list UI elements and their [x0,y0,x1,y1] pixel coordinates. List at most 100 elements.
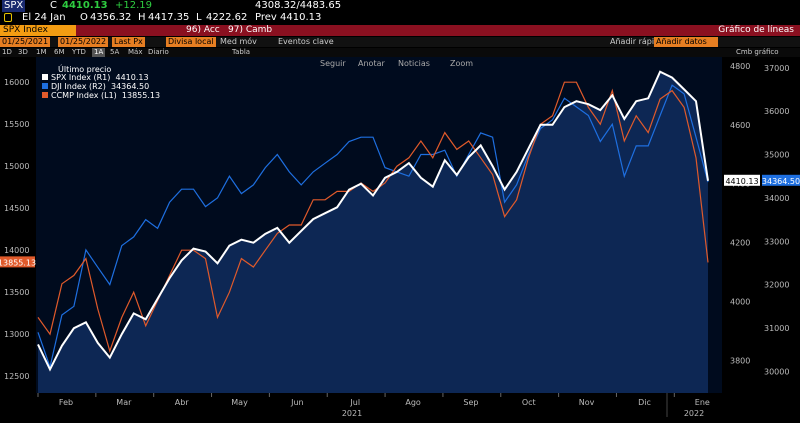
r1-axis-tick-label: 4200 [730,239,750,248]
x-axis-tick-label: Mar [116,398,132,407]
series-line-spx [37,70,709,372]
period-max[interactable]: Máx [128,48,143,56]
r1-axis-tick-label: 3800 [730,357,750,366]
spx-last-badge [724,174,760,186]
legend-spx: SPX Index (R1) 4410.13 [42,73,149,82]
annotate-button[interactable]: Anotar [358,59,385,68]
x-axis-tick-label: Feb [59,398,73,407]
legend-swatch-spx [42,74,48,80]
camb-menu[interactable]: 97) Camb [228,25,273,35]
x-axis-tick-label: May [231,398,248,407]
key-events-toggle[interactable]: Eventos clave [278,37,334,46]
currency-select[interactable]: Divisa local [166,37,216,47]
r2-axis-tick-label: 31000 [764,324,789,333]
x-axis-tick-label: Sep [463,398,478,407]
ccmp-last-label: 13855.13 [0,258,36,267]
legend-ccmp: CCMP Index (L1) 13855.13 [42,91,160,100]
left-axis-tick-label: 13500 [4,288,29,297]
period-5a[interactable]: 5A [110,48,120,56]
period-bar: 1D 3D 1M 6M YTD 1A 5A Máx Diario Tabla C… [0,48,800,57]
high-label: H [138,12,146,23]
legend-swatch-ccmp [42,92,48,98]
x-axis-tick-label: Jun [290,398,304,407]
chart-area[interactable]: 12500 13000 13500 14000 14500 15000 15500 16000… [0,57,800,419]
frequency-select[interactable]: Diario [148,48,169,56]
x-axis-tick-label: Dic [638,398,651,407]
legend-swatch-dji [42,83,48,89]
left-axis-tick-label: 15000 [4,162,29,171]
left-axis-tick-label: 15500 [4,120,29,129]
low-label: L [196,12,202,23]
end-date-input[interactable]: 01/25/2022 [58,37,109,47]
period-ytd[interactable]: YTD [72,48,86,56]
year-label-2022: 2022 [684,409,704,418]
period-1a[interactable]: 1A [92,48,106,57]
r1-axis-tick-label: 4000 [730,298,750,307]
r1-axis-tick-label: 4800 [730,62,750,71]
year-label-2021: 2021 [342,409,362,418]
x-axis-tick-label: Abr [175,398,190,407]
left-axis-tick-label: 14500 [4,204,29,213]
legend-dji-value: 34364.50 [110,82,150,91]
spx-last-label: 4410.13 [725,177,758,186]
legend-ccmp-name: CCMP Index (L1) [51,91,117,100]
day-range: 4308.32/4483.65 [255,0,342,11]
follow-button[interactable]: Seguir [320,59,346,68]
r1-axis-tick-label: 4600 [730,121,750,130]
index-input[interactable]: SPX Index [0,25,76,36]
legend-title: Último precio [58,65,112,74]
moving-average-toggle[interactable]: Med móv [220,37,257,46]
period-6m[interactable]: 6M [54,48,65,56]
table-button[interactable]: Tabla [232,48,251,56]
ticker-label[interactable]: SPX [2,0,26,12]
left-axis-tick-label: 12500 [4,372,29,381]
quote-header: SPX C 4410.13 +12.19 4308.32/4483.65 [0,0,800,12]
spx-area-fill [38,71,708,393]
left-axis-tick-label: 14000 [4,246,29,255]
period-1d[interactable]: 1D [2,48,12,56]
r2-axis-tick-label: 35000 [764,151,789,160]
r2-axis-tick-label: 33000 [764,237,789,246]
function-bar: SPX Index 96) Acc 97) Camb Gráfico de lí… [0,25,800,36]
prev-value: 4410.13 [280,12,322,23]
series-line-dji [37,84,709,370]
last-price: 4410.13 [62,0,108,11]
r2-axis-tick-label: 32000 [764,281,789,290]
low-value: 4222.62 [206,12,248,23]
legend-spx-value: 4410.13 [115,73,149,82]
x-axis-tick-label: Ago [405,398,421,407]
add-data-input[interactable]: Añadir datos [654,37,718,47]
last-prefix: C [50,0,57,11]
price-change: +12.19 [115,0,153,11]
legend-dji: DJI Index (R2) 34364.50 [42,82,149,91]
r2-axis-tick-label: 30000 [764,367,789,376]
legend-spx-name: SPX Index (R1) [51,73,111,82]
last-px-select[interactable]: Last Px [112,37,145,47]
x-axis-tick-label: Ene [695,398,710,407]
start-date-input[interactable]: 01/25/2021 [0,37,51,47]
change-chart-button[interactable]: Cmb gráfico [736,48,779,56]
high-value: 4417.35 [148,12,190,23]
period-1m[interactable]: 1M [36,48,47,56]
prev-label: Prev [255,12,277,23]
zoom-button[interactable]: Zoom [450,59,474,68]
quick-add-button[interactable]: Añadir rápid [610,37,660,46]
legend-dji-name: DJI Index (R2) [51,82,106,91]
r2-axis-tick-label: 36000 [764,107,789,116]
x-axis-tick-label: Nov [579,398,595,407]
legend-ccmp-value: 13855.13 [121,91,161,100]
quote-details: El 24 Jan O 4356.32 H 4417.35 L 4222.62 … [0,12,800,24]
open-label: O [80,12,88,23]
open-value: 4356.32 [90,12,132,23]
x-axis-tick-label: Oct [522,398,536,407]
chart-title: Gráfico de líneas [718,25,794,35]
period-3d[interactable]: 3D [18,48,28,56]
dji-last-badge [762,174,800,186]
chart-controls: 01/25/2021 01/25/2022 Last Px Divisa loc… [0,37,800,47]
x-axis-tick-label: Jul [349,398,360,407]
series-line-ccmp [37,81,709,353]
acc-menu[interactable]: 96) Acc [186,25,220,35]
r2-axis-tick-label: 34000 [764,194,789,203]
news-button[interactable]: Noticias [398,59,430,68]
dji-last-label: 34364.50 [762,177,800,186]
